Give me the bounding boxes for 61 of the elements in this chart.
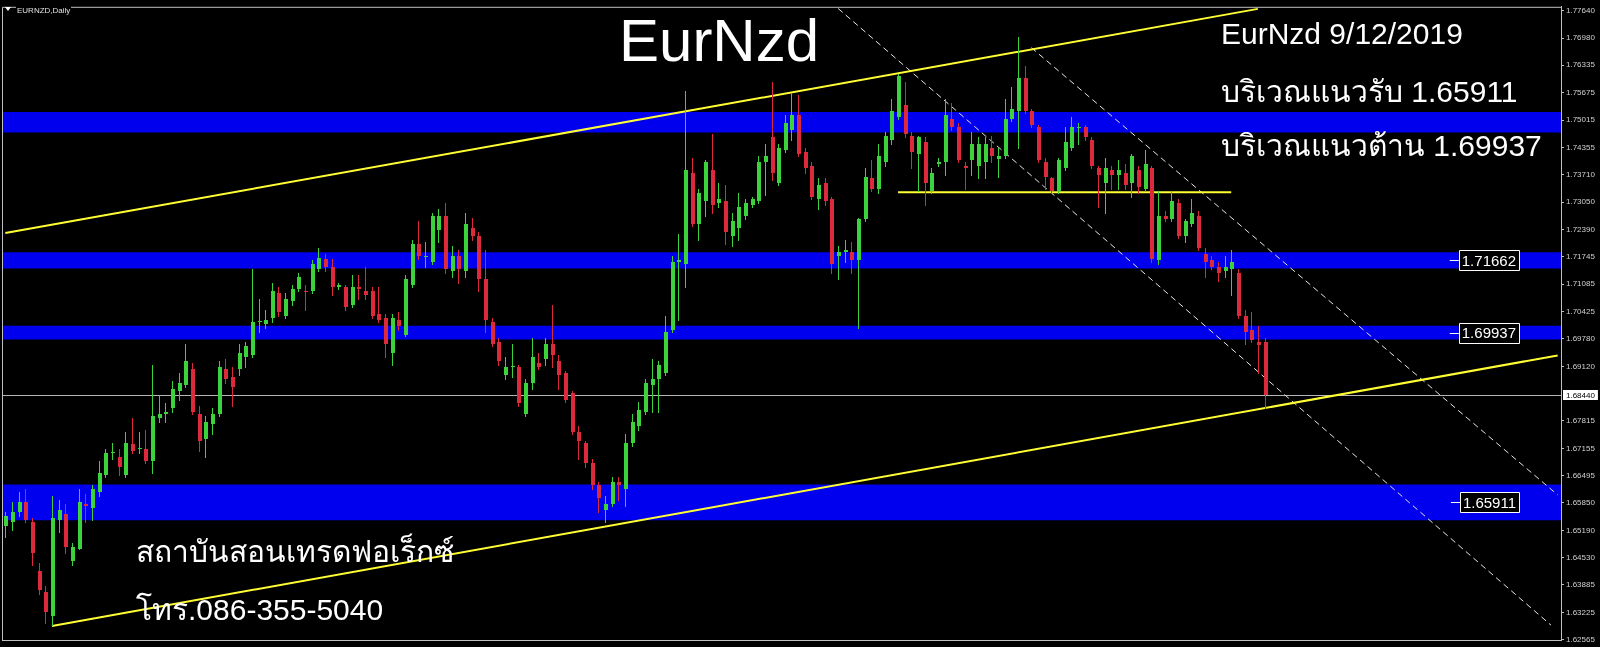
candlestick: [837, 246, 841, 280]
candlestick: [111, 443, 115, 460]
y-tick-label: 1.73050: [1566, 197, 1596, 207]
candlestick: [511, 344, 515, 378]
y-tick-label: 1.76980: [1566, 33, 1596, 43]
y-tick-label: 1.63885: [1566, 580, 1596, 590]
y-tick-label: 1.65190: [1566, 525, 1596, 535]
y-tick-label: 1.67815: [1566, 415, 1596, 425]
y-tick-label: 1.73710: [1566, 169, 1596, 179]
candlestick: [717, 183, 721, 208]
annotation: EURNZD,Daily: [16, 6, 72, 17]
candlestick: [764, 144, 768, 196]
candlestick: [1117, 160, 1121, 190]
band-label: 1.71662: [1461, 251, 1517, 269]
chart-title: EurNzd: [619, 7, 820, 74]
band-label: 1.69937: [1461, 323, 1517, 341]
y-tick-label: 1.69780: [1566, 333, 1596, 343]
candlestick: [364, 267, 368, 300]
y-tick-label: 1.71085: [1566, 279, 1596, 289]
annotation: บริเวณแนวต้าน 1.69937: [1221, 128, 1542, 162]
annotation: โทร.086-355-5040: [136, 592, 384, 626]
candlestick: [964, 162, 968, 190]
y-tick-label: 1.76335: [1566, 60, 1596, 70]
candlestick: [258, 299, 262, 333]
candlestick: [677, 234, 681, 321]
y-tick-label: 1.72390: [1566, 224, 1596, 234]
candlestick: [377, 287, 381, 323]
y-tick-label: 1.62565: [1566, 635, 1596, 645]
candlestick: [551, 305, 555, 368]
y-tick-label: 1.63225: [1566, 607, 1596, 617]
candlestick: [1230, 250, 1234, 296]
candlestick: [844, 240, 848, 263]
candlestick: [1097, 166, 1101, 208]
y-tick-label: 1.64530: [1566, 553, 1596, 563]
annotation: สถาบันสอนเทรดฟอเร็กซ์: [136, 534, 454, 568]
ref-line-label: 1.68440: [1566, 390, 1596, 400]
y-tick-label: 1.69120: [1566, 361, 1596, 371]
candlestick: [158, 396, 162, 423]
candlestick: [357, 275, 361, 300]
y-tick-label: 1.67155: [1566, 443, 1596, 453]
candlestick: [1077, 123, 1081, 145]
candlestick: [424, 242, 428, 268]
candlestick: [617, 477, 621, 501]
y-tick-label: 1.75675: [1566, 87, 1596, 97]
annotation: EurNzd 9/12/2019: [1221, 16, 1463, 50]
y-tick-label: 1.70425: [1566, 307, 1596, 317]
candlestick: [304, 285, 308, 311]
candlestick: [84, 494, 88, 523]
candlestick: [1257, 326, 1261, 374]
candlestick: [138, 432, 142, 454]
y-tick-label: 1.75015: [1566, 115, 1596, 125]
band-label: 1.65911: [1462, 493, 1516, 511]
y-tick-label: 1.77640: [1566, 5, 1596, 15]
y-tick-label: 1.71745: [1566, 251, 1596, 261]
y-tick-label: 1.65850: [1566, 498, 1596, 508]
annotation: บริเวณแนวรับ 1.65911: [1221, 74, 1518, 108]
candlestick: [651, 359, 655, 413]
candlestick: [164, 403, 168, 423]
y-tick-label: 1.66495: [1566, 471, 1596, 481]
y-tick-label: 1.74355: [1566, 142, 1596, 152]
candlestick: [997, 148, 1001, 178]
